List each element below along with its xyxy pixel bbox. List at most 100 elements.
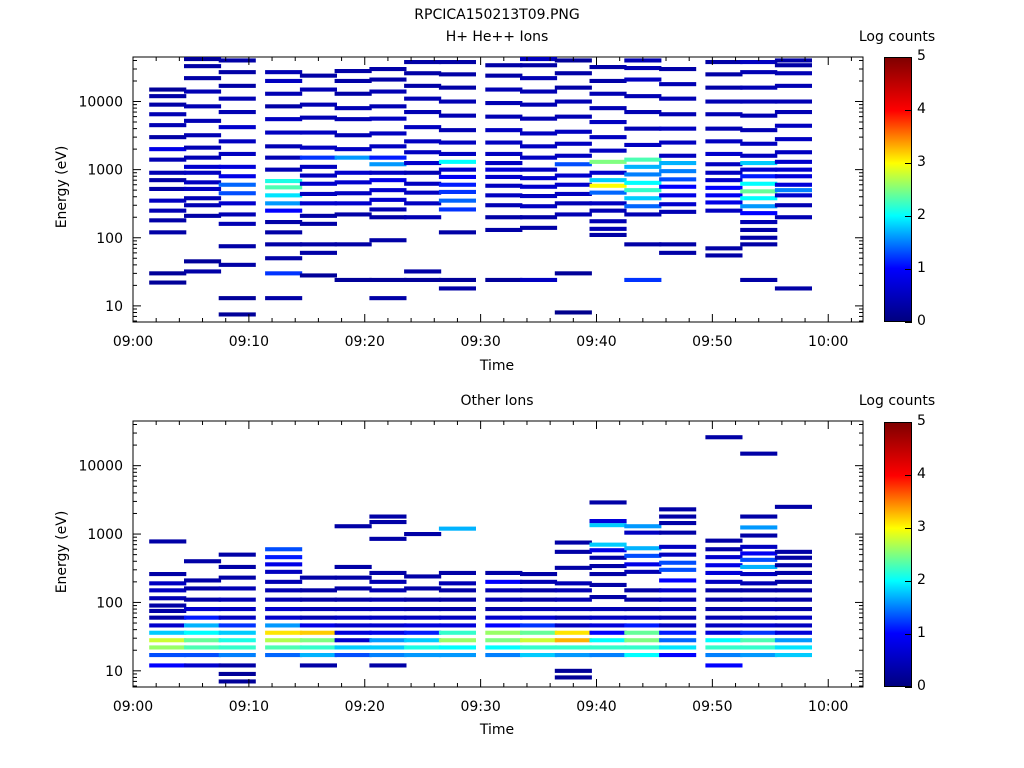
panel-2-cell — [740, 645, 778, 650]
panel-1-cell — [774, 71, 812, 76]
panel-1-cell — [218, 312, 256, 317]
panel-2-cell — [774, 563, 812, 568]
panel-1-cell — [218, 262, 256, 267]
panel-1-cell — [554, 85, 592, 90]
panel-1-x-tick-label: 09:20 — [345, 334, 385, 350]
panel-1-cell — [485, 174, 523, 179]
panel-2-cell — [265, 579, 303, 584]
panel-1-cell — [589, 65, 627, 70]
colorbar-1-tick-label: 2 — [917, 207, 926, 223]
panel-2-cell — [218, 645, 256, 650]
panel-1-cell — [659, 193, 697, 198]
panel-2-cell — [438, 570, 476, 575]
panel-1-cell — [554, 173, 592, 178]
panel-1-cell — [334, 147, 372, 152]
panel-2-cell — [520, 607, 558, 612]
panel-1-xlabel: Time — [479, 358, 515, 374]
panel-1-cell — [520, 215, 558, 220]
panel-1-cell — [774, 83, 812, 88]
panel-1-cell — [659, 153, 697, 158]
panel-2-cell — [485, 579, 523, 584]
panel-2-cell — [404, 574, 442, 579]
panel-2-xlabel: Time — [479, 722, 515, 738]
panel-2-cell — [299, 630, 337, 635]
panel-2-cell — [740, 638, 778, 643]
panel-1-cell — [589, 208, 627, 213]
panel-2-cell — [334, 597, 372, 602]
panel-2-cell — [369, 623, 407, 628]
panel-1-cell — [740, 227, 778, 232]
panel-1-cell — [705, 126, 743, 131]
panel-2-cell — [218, 607, 256, 612]
panel-2-cell — [705, 597, 743, 602]
panel-2-cell — [404, 532, 442, 537]
panel-2-cell — [589, 595, 627, 600]
panel-1-cell — [299, 221, 337, 226]
panel-2-cell — [369, 536, 407, 541]
colorbar-2-tick — [905, 634, 912, 635]
panel-2-cell — [438, 526, 476, 531]
panel-2-cell — [369, 638, 407, 643]
panel-1-cell — [299, 191, 337, 196]
panel-2-cell — [774, 623, 812, 628]
panel-2-cell — [520, 597, 558, 602]
panel-2-cell — [554, 581, 592, 586]
panel-2-cell — [554, 588, 592, 593]
panel-2-x-tick-label: 09:30 — [460, 699, 500, 715]
panel-1-cell — [369, 277, 407, 282]
colorbar-2-tick-label: 5 — [917, 413, 926, 429]
panel-1-cell — [438, 207, 476, 212]
panel-2-cell — [659, 597, 697, 602]
panel-1-x-tick-label: 09:00 — [113, 334, 153, 350]
panel-1-cell — [184, 118, 222, 123]
panel-2-cell — [659, 530, 697, 535]
panel-1-cell — [149, 271, 187, 276]
panel-1-cell — [438, 286, 476, 291]
panel-1-cell — [485, 114, 523, 119]
panel-2-cell — [554, 623, 592, 628]
panel-1-cell — [334, 242, 372, 247]
panel-2-cell — [589, 607, 627, 612]
panel-1-cell — [520, 76, 558, 81]
panel-2-cell — [740, 564, 778, 569]
panel-2-cell — [218, 679, 256, 684]
panel-1-cell — [740, 153, 778, 158]
panel-1-cell — [299, 145, 337, 150]
panel-1-cell — [334, 170, 372, 175]
panel-2-cell — [184, 638, 222, 643]
panel-1-cell — [740, 70, 778, 75]
panel-1-cell — [554, 182, 592, 187]
panel-1-y-tick-label: 100 — [96, 231, 123, 247]
colorbar-2-label: Log counts — [858, 393, 936, 409]
panel-1-cell — [705, 253, 743, 258]
panel-2-cell — [299, 663, 337, 668]
colorbar-1-tick-label: 5 — [917, 48, 926, 64]
panel-1-cell — [554, 141, 592, 146]
colorbar-2 — [884, 422, 912, 687]
panel-1-cell — [404, 181, 442, 186]
panel-1-cell — [438, 277, 476, 282]
panel-2-cell — [774, 615, 812, 620]
panel-2-cell — [774, 579, 812, 584]
colorbar-2-tick — [905, 687, 912, 688]
panel-2-cell — [589, 548, 627, 553]
panel-1-cell — [554, 310, 592, 315]
panel-2-cell — [369, 514, 407, 519]
panel-2-cell — [265, 562, 303, 567]
panel-1-cell — [184, 186, 222, 191]
panel-1-cell — [299, 242, 337, 247]
panel-1-cell — [218, 139, 256, 144]
panel-2-cell — [774, 638, 812, 643]
panel-1-cell — [624, 172, 662, 177]
panel-2-cell — [624, 623, 662, 628]
panel-1-cell — [485, 161, 523, 166]
panel-1-cell — [705, 200, 743, 205]
panel-2-cell — [554, 615, 592, 620]
panel-1-cell — [740, 220, 778, 225]
panel-2-cell — [438, 597, 476, 602]
panel-2-cell — [659, 630, 697, 635]
panel-1-cell — [554, 162, 592, 167]
panel-1-cell — [520, 194, 558, 199]
panel-1-cell — [774, 193, 812, 198]
panel-2-cell — [334, 653, 372, 658]
